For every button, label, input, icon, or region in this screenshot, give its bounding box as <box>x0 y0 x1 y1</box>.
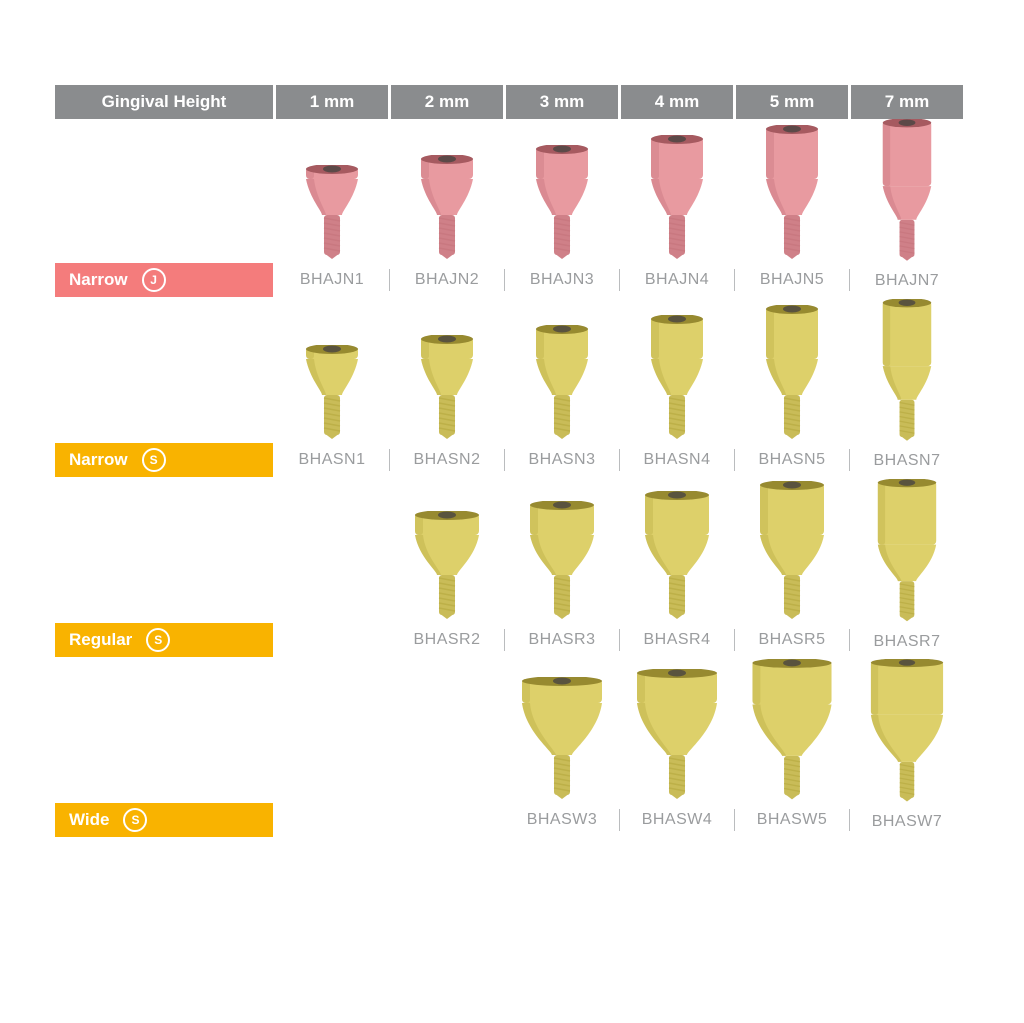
row-badge-icon: S <box>142 448 166 472</box>
implant-icon <box>287 345 377 443</box>
product-cell: BHASN1 <box>276 299 388 479</box>
implant-icon <box>862 659 952 805</box>
product-cell: BHASN2 <box>391 299 503 479</box>
product-cell: BHASW3 <box>506 659 618 839</box>
product-cell <box>391 659 503 839</box>
product-code: BHASN7 <box>873 452 940 473</box>
product-code: BHASR4 <box>643 631 710 653</box>
implant-icon <box>862 479 952 625</box>
product-cell: BHASN4 <box>621 299 733 479</box>
product-cell: BHASR3 <box>506 479 618 659</box>
product-code: BHASR3 <box>528 631 595 653</box>
row-label: Narrow J <box>55 263 273 297</box>
implant-icon <box>632 491 722 623</box>
product-code: BHAJN3 <box>530 271 594 293</box>
row-label: Narrow S <box>55 443 273 477</box>
product-code: BHASN3 <box>528 451 595 473</box>
row-label-text: Narrow <box>69 263 128 297</box>
implant-icon <box>517 145 607 263</box>
row-label: Regular S <box>55 623 273 657</box>
product-cell: BHAJN4 <box>621 119 733 299</box>
implant-icon <box>517 677 607 803</box>
product-cell: BHAJN7 <box>851 119 963 299</box>
product-code: BHASR2 <box>413 631 480 653</box>
product-row: Narrow J BHAJN1 BHAJN2 BHAJN3 BHAJN4 <box>55 119 969 299</box>
product-code: BHASR5 <box>758 631 825 653</box>
product-code: BHASN2 <box>413 451 480 473</box>
product-cell <box>276 479 388 659</box>
implant-icon <box>747 481 837 623</box>
header-col: 3 mm <box>506 85 618 119</box>
row-label-text: Regular <box>69 623 132 657</box>
product-row: Wide S BHASW3 BHASW4 BHASW5 BHASW7 <box>55 659 969 839</box>
product-code: BHAJN4 <box>645 271 709 293</box>
row-badge-icon: S <box>146 628 170 652</box>
implant-icon <box>632 315 722 443</box>
implant-icon <box>287 165 377 263</box>
row-label-text: Wide <box>69 803 109 837</box>
implant-icon <box>862 299 952 444</box>
implant-icon <box>632 135 722 263</box>
product-cell: BHASW4 <box>621 659 733 839</box>
product-cell: BHASN7 <box>851 299 963 479</box>
implant-icon <box>402 511 492 623</box>
implant-icon <box>862 119 952 264</box>
product-cell: BHASW7 <box>851 659 963 839</box>
implant-icon <box>402 335 492 443</box>
implant-icon <box>517 325 607 443</box>
row-badge-icon: J <box>142 268 166 292</box>
product-cell: BHAJN2 <box>391 119 503 299</box>
product-code: BHAJN7 <box>875 272 939 293</box>
product-code: BHASW5 <box>757 811 828 833</box>
header-row: Gingival Height1 mm2 mm3 mm4 mm5 mm7 mm <box>55 85 969 119</box>
product-cell: BHASN5 <box>736 299 848 479</box>
product-code: BHAJN1 <box>300 271 364 293</box>
product-row: Regular S BHASR2 BHASR3 BHASR4 BHASR5 <box>55 479 969 659</box>
implant-icon <box>632 669 722 803</box>
product-code: BHASW3 <box>527 811 598 833</box>
product-code: BHAJN5 <box>760 271 824 293</box>
implant-icon <box>747 305 837 443</box>
implant-icon <box>747 659 837 803</box>
product-cell: BHASN3 <box>506 299 618 479</box>
header-col: 4 mm <box>621 85 733 119</box>
product-code: BHASN1 <box>298 451 365 473</box>
product-code: BHASN5 <box>758 451 825 473</box>
row-badge-icon: S <box>123 808 147 832</box>
product-code: BHAJN2 <box>415 271 479 293</box>
product-cell: BHAJN3 <box>506 119 618 299</box>
implant-icon <box>402 155 492 263</box>
product-code: BHASW4 <box>642 811 713 833</box>
header-col: 7 mm <box>851 85 963 119</box>
product-cell: BHAJN5 <box>736 119 848 299</box>
product-cell <box>276 659 388 839</box>
product-row: Narrow S BHASN1 BHASN2 BHASN3 BHASN4 <box>55 299 969 479</box>
product-cell: BHASR4 <box>621 479 733 659</box>
row-label: Wide S <box>55 803 273 837</box>
product-cell: BHASW5 <box>736 659 848 839</box>
row-label-text: Narrow <box>69 443 128 477</box>
product-code: BHASN4 <box>643 451 710 473</box>
product-cell: BHASR2 <box>391 479 503 659</box>
header-title: Gingival Height <box>55 85 273 119</box>
product-cell: BHASR5 <box>736 479 848 659</box>
product-cell: BHASR7 <box>851 479 963 659</box>
header-col: 5 mm <box>736 85 848 119</box>
implant-icon <box>517 501 607 623</box>
product-code: BHASR7 <box>873 633 940 653</box>
header-col: 2 mm <box>391 85 503 119</box>
product-cell: BHAJN1 <box>276 119 388 299</box>
header-col: 1 mm <box>276 85 388 119</box>
implant-icon <box>747 125 837 263</box>
product-code: BHASW7 <box>872 813 943 833</box>
